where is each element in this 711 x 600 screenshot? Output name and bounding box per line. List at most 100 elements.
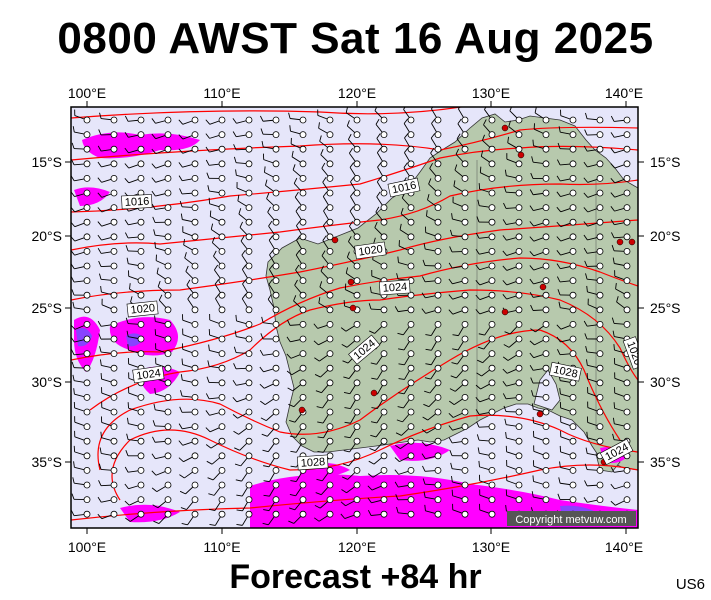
station-circle [542,437,550,445]
station-circle [380,189,388,197]
station-circle [164,423,172,431]
station-circle [488,204,496,212]
wind-barb-feather [210,223,214,230]
station-circle [353,496,361,504]
wind-barb-feather [344,421,351,424]
wind-barb-feather [125,517,131,522]
wind-barb-feather [475,309,481,315]
station-circle [299,335,307,343]
station-circle [326,466,334,474]
wind-barb-feather [322,220,328,226]
station-circle [623,218,631,226]
station-circle [137,452,145,460]
wind-barb-feather [320,148,324,155]
wind-barb-feather [396,273,399,280]
station-circle [353,116,361,124]
station-circle [434,277,442,285]
station-circle [434,204,442,212]
wind-barb-feather [342,360,349,364]
wind-barb-feather [397,332,404,336]
wind-barb-feather [342,476,348,480]
station-circle [191,408,199,416]
wind-barb-feather [290,465,297,468]
wind-barb-feather [179,200,183,207]
wind-barb-feather [424,390,431,394]
station-circle [326,160,334,168]
wind-barb-feather [451,362,458,365]
station-circle [353,204,361,212]
wind-barb-feather [126,257,129,264]
wind-barb-feather [99,359,102,366]
wind-barb-feather [502,280,508,286]
wind-barb-feather [345,107,348,113]
station-circle [488,145,496,153]
wind-barb-feather [318,122,320,129]
station-circle [299,277,307,285]
wind-barb-feather [531,390,534,397]
wind-barb-feather [556,324,562,330]
wind-barb-feather [476,421,480,428]
station-circle [434,174,442,182]
station-circle [83,204,91,212]
station-circle [164,481,172,489]
wind-barb-feather [157,280,161,287]
wind-barb-feather [314,374,321,378]
station-circle [245,466,253,474]
wind-barb-feather [130,296,133,303]
station-circle [164,437,172,445]
station-circle [218,233,226,241]
wind-barb-feather [502,219,507,225]
station-circle [488,218,496,226]
station-circle [191,189,199,197]
product-code: US6 [675,576,705,593]
wind-barb-feather [423,403,430,408]
wind-barb-feather [318,297,321,304]
station-circle [245,116,253,124]
station-circle [461,481,469,489]
station-circle [191,393,199,401]
station-circle [407,262,415,270]
wind-barb-feather [475,409,480,415]
wind-barb-feather [205,146,210,153]
station-circle [164,306,172,314]
wind-barb-feather [583,221,588,227]
wind-barb-feather [454,164,458,171]
wind-barb-feather [476,434,480,441]
wind-barb-feather [178,148,184,154]
station-circle [110,306,118,314]
map-frame [70,106,639,529]
station-circle [569,481,577,489]
station-circle [569,174,577,182]
station-circle [407,379,415,387]
station-circle [569,160,577,168]
wind-barb-feather [452,348,459,351]
station-circle [83,116,91,124]
station-circle [272,335,280,343]
wind-barb-feather [504,418,507,425]
station-circle [515,335,523,343]
station-circle [245,481,253,489]
station-circle [353,466,361,474]
station-circle [569,131,577,139]
lon-label-140-top: 140°E [605,85,643,101]
station-circle [83,408,91,416]
station-circle [515,262,523,270]
station-circle [488,510,496,518]
station-circle [83,350,91,358]
wind-barb-feather [531,403,534,410]
station-circle [542,262,550,270]
wind-barb-feather [397,406,404,409]
wind-barb-feather [477,346,484,350]
wind-barb-feather [207,185,210,192]
wind-barb-feather [610,219,615,225]
wind-barb-feather [478,333,485,336]
station-circle [515,408,523,416]
station-circle [326,496,334,504]
station-circle [353,189,361,197]
station-circle [407,423,415,431]
wind-barb-feather [430,147,435,154]
station-circle [515,160,523,168]
station-circle [596,350,604,358]
station-circle [569,277,577,285]
